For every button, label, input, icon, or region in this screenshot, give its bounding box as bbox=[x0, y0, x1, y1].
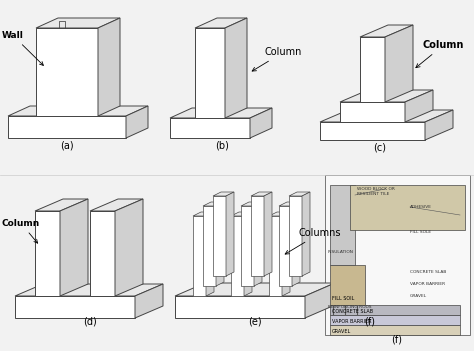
Polygon shape bbox=[330, 315, 460, 325]
Text: FILL SOLE: FILL SOLE bbox=[410, 230, 431, 234]
Polygon shape bbox=[36, 18, 120, 28]
Polygon shape bbox=[320, 122, 425, 140]
Text: Column: Column bbox=[2, 219, 40, 243]
Text: VAPOR BARRIER: VAPOR BARRIER bbox=[332, 319, 372, 324]
Text: (d): (d) bbox=[83, 317, 97, 327]
Polygon shape bbox=[8, 116, 126, 138]
Polygon shape bbox=[203, 202, 224, 206]
Polygon shape bbox=[320, 110, 453, 122]
Text: VAPOR BARRIER: VAPOR BARRIER bbox=[410, 282, 445, 286]
Polygon shape bbox=[213, 192, 234, 196]
Polygon shape bbox=[269, 212, 290, 216]
Polygon shape bbox=[175, 283, 335, 296]
Polygon shape bbox=[251, 192, 272, 196]
Text: (c): (c) bbox=[374, 142, 386, 152]
Polygon shape bbox=[360, 37, 385, 102]
Polygon shape bbox=[385, 25, 413, 102]
Polygon shape bbox=[279, 202, 300, 206]
Polygon shape bbox=[350, 185, 465, 230]
Text: (f): (f) bbox=[365, 317, 375, 327]
Text: GRAVEL: GRAVEL bbox=[332, 329, 351, 334]
Text: Columns: Columns bbox=[285, 228, 341, 254]
Polygon shape bbox=[226, 192, 234, 276]
Polygon shape bbox=[292, 202, 300, 286]
Polygon shape bbox=[216, 202, 224, 286]
Polygon shape bbox=[330, 325, 460, 335]
Text: (b): (b) bbox=[215, 140, 229, 150]
Polygon shape bbox=[231, 212, 252, 216]
Text: CONCRETE SLAB: CONCRETE SLAB bbox=[410, 270, 447, 274]
Polygon shape bbox=[269, 216, 282, 296]
Polygon shape bbox=[241, 206, 254, 286]
Polygon shape bbox=[115, 199, 143, 296]
Polygon shape bbox=[203, 206, 216, 286]
Polygon shape bbox=[170, 108, 272, 118]
Polygon shape bbox=[241, 202, 262, 206]
Polygon shape bbox=[135, 284, 163, 318]
Polygon shape bbox=[330, 185, 355, 265]
Polygon shape bbox=[330, 265, 365, 305]
Text: (a): (a) bbox=[60, 140, 74, 150]
Polygon shape bbox=[340, 102, 405, 122]
Polygon shape bbox=[98, 18, 120, 116]
Text: ADHESIVE: ADHESIVE bbox=[410, 205, 432, 209]
Polygon shape bbox=[170, 118, 250, 138]
Polygon shape bbox=[251, 196, 264, 276]
Polygon shape bbox=[325, 175, 470, 335]
Polygon shape bbox=[126, 106, 148, 138]
Polygon shape bbox=[90, 211, 115, 296]
Polygon shape bbox=[360, 25, 413, 37]
Polygon shape bbox=[330, 305, 460, 315]
Polygon shape bbox=[405, 90, 433, 122]
Text: INSULATION: INSULATION bbox=[328, 250, 354, 254]
Text: Column: Column bbox=[252, 47, 302, 71]
Polygon shape bbox=[254, 202, 262, 286]
Polygon shape bbox=[340, 90, 433, 102]
Text: WOOD BLOCK OR
RESILIENT TILE: WOOD BLOCK OR RESILIENT TILE bbox=[357, 187, 395, 196]
Polygon shape bbox=[231, 216, 244, 296]
Polygon shape bbox=[90, 199, 143, 211]
Text: (e): (e) bbox=[248, 317, 262, 327]
Polygon shape bbox=[250, 108, 272, 138]
Polygon shape bbox=[195, 28, 225, 118]
Polygon shape bbox=[282, 212, 290, 296]
Polygon shape bbox=[175, 296, 305, 318]
Polygon shape bbox=[425, 110, 453, 140]
Polygon shape bbox=[60, 199, 88, 296]
Polygon shape bbox=[193, 212, 214, 216]
Text: FILL SOIL: FILL SOIL bbox=[332, 296, 355, 301]
Polygon shape bbox=[302, 192, 310, 276]
Text: (f): (f) bbox=[392, 335, 402, 345]
Polygon shape bbox=[193, 216, 206, 296]
Polygon shape bbox=[35, 211, 60, 296]
Polygon shape bbox=[15, 284, 163, 296]
Text: Wall: Wall bbox=[2, 31, 43, 65]
Text: GRAVEL: GRAVEL bbox=[410, 294, 427, 298]
Polygon shape bbox=[289, 196, 302, 276]
Polygon shape bbox=[8, 106, 148, 116]
Text: CONCRETE SLAB: CONCRETE SLAB bbox=[332, 309, 373, 314]
Polygon shape bbox=[35, 199, 88, 211]
Polygon shape bbox=[206, 212, 214, 296]
Text: REINFORCING RODS: REINFORCING RODS bbox=[328, 305, 372, 309]
Polygon shape bbox=[225, 18, 247, 118]
Polygon shape bbox=[279, 206, 292, 286]
Polygon shape bbox=[15, 296, 135, 318]
Polygon shape bbox=[305, 283, 335, 318]
Polygon shape bbox=[213, 196, 226, 276]
Polygon shape bbox=[289, 192, 310, 196]
Polygon shape bbox=[264, 192, 272, 276]
Text: Column: Column bbox=[416, 40, 465, 68]
Polygon shape bbox=[36, 28, 98, 116]
Polygon shape bbox=[244, 212, 252, 296]
Polygon shape bbox=[195, 18, 247, 28]
